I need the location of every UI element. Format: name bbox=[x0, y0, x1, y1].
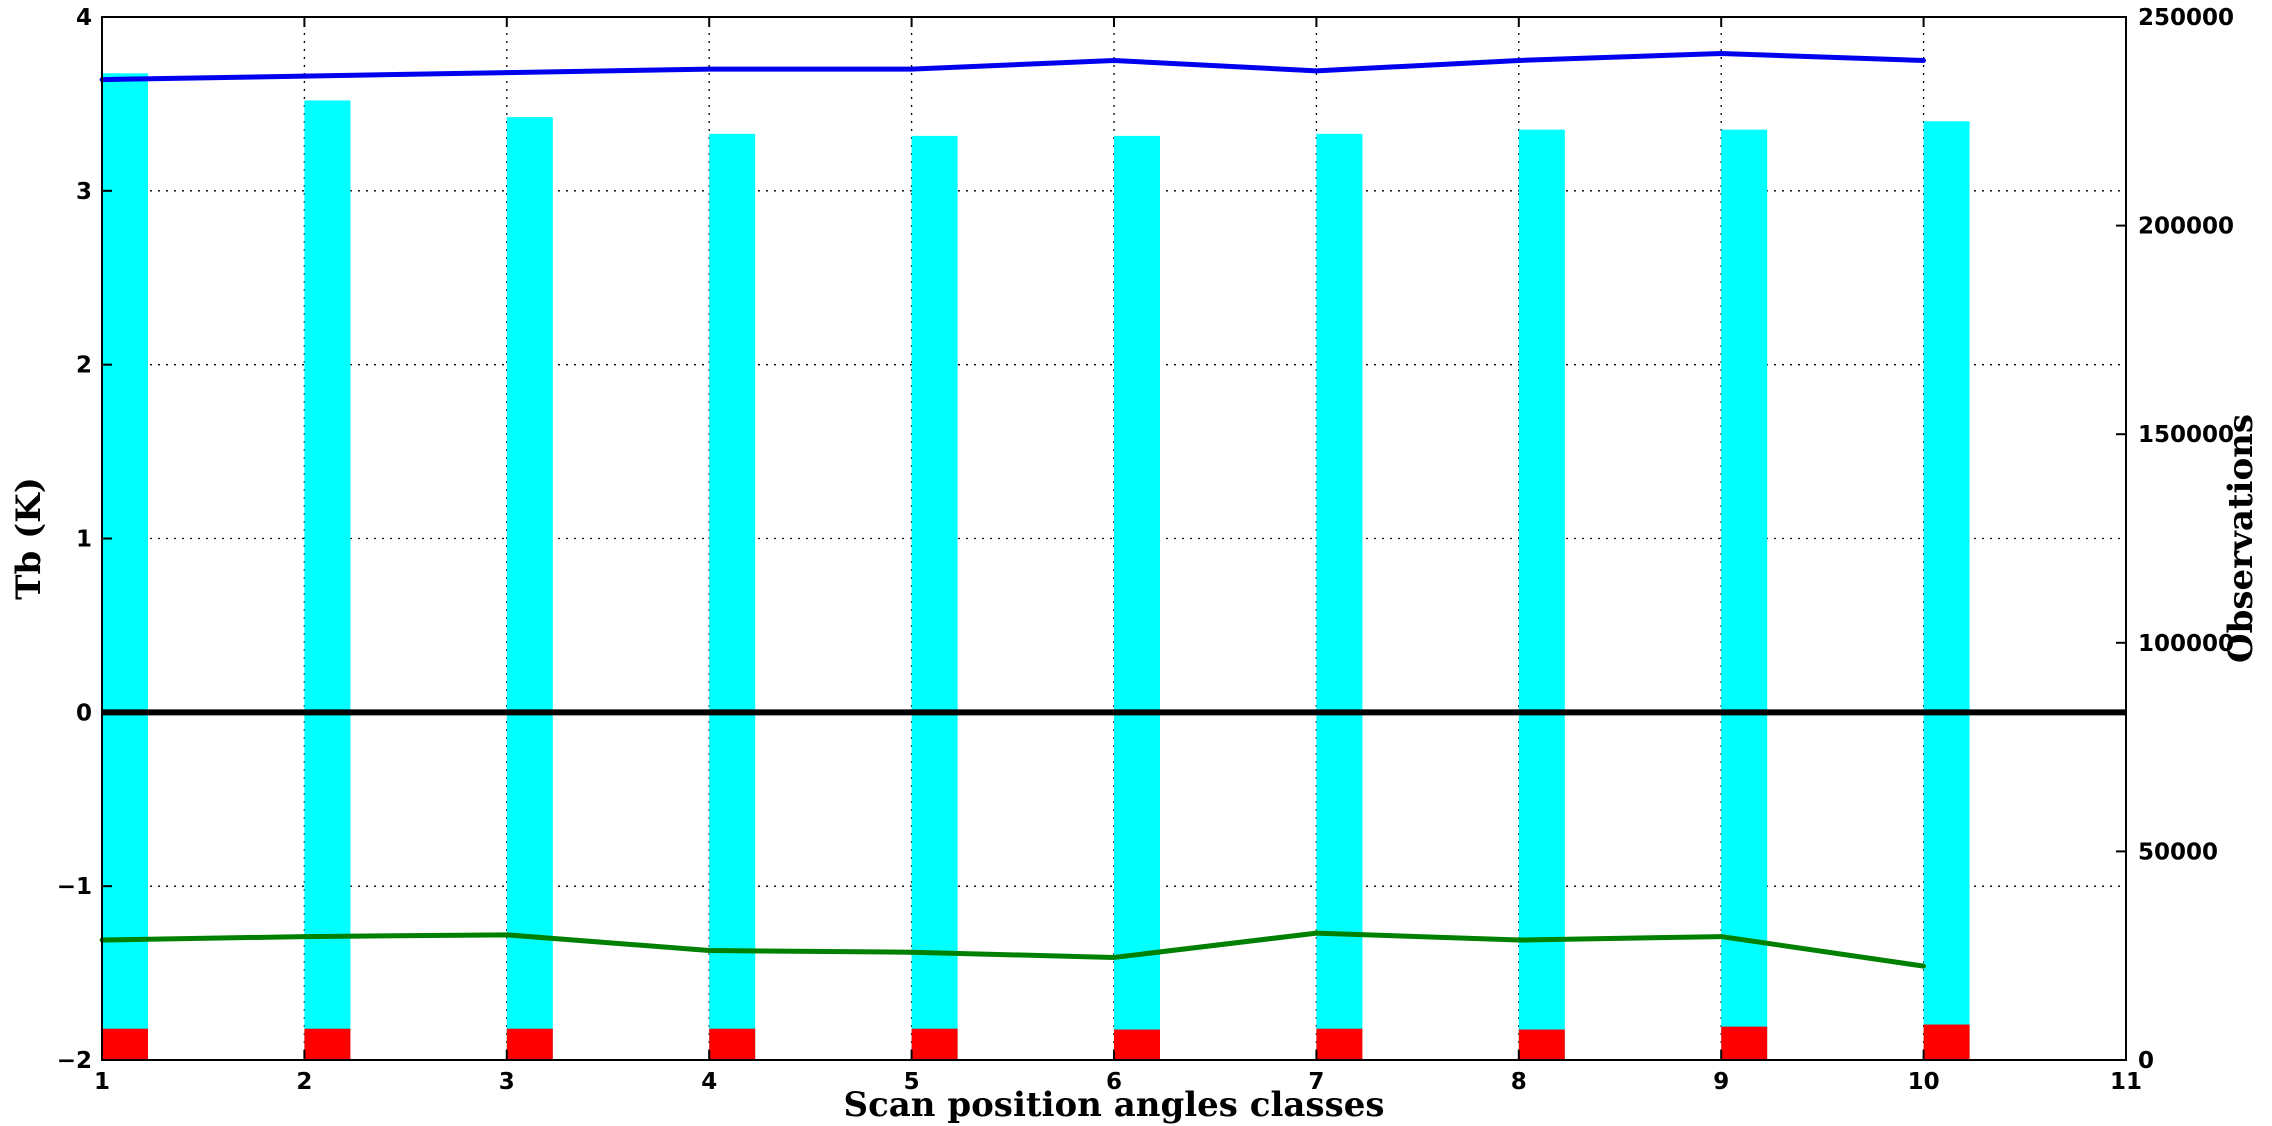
line-point-s2-x5 bbox=[909, 949, 914, 955]
x-tick-label: 4 bbox=[701, 1069, 717, 1095]
x-tick-label: 6 bbox=[1106, 1069, 1122, 1095]
left-y-tick-label: −1 bbox=[57, 874, 92, 900]
right-y-tick-label: 150000 bbox=[2138, 422, 2234, 448]
line-series-2 bbox=[101, 930, 1924, 969]
left-y-tick-label: 1 bbox=[76, 527, 92, 553]
x-tick-label: 1 bbox=[94, 1069, 110, 1095]
line-point-s1-x4 bbox=[706, 66, 712, 72]
line-point-s1-x5 bbox=[909, 66, 914, 72]
line-series bbox=[99, 51, 1926, 969]
line-point-s2-x2 bbox=[302, 934, 307, 939]
left-y-tick-label: −2 bbox=[57, 1048, 92, 1074]
bar-s1-x4 bbox=[709, 133, 756, 1061]
right-y-tick-label: 0 bbox=[2138, 1048, 2154, 1074]
bar-s2-x1 bbox=[102, 1028, 148, 1060]
right-y-tick-label: 50000 bbox=[2138, 839, 2218, 865]
bar-s2-x2 bbox=[304, 1028, 351, 1060]
bar-s1-x9 bbox=[1721, 129, 1768, 1061]
bar-s2-x8 bbox=[1518, 1029, 1565, 1060]
x-tick-label: 10 bbox=[1908, 1069, 1940, 1095]
bar-s2-x3 bbox=[506, 1028, 553, 1060]
right-y-tick-label: 200000 bbox=[2138, 214, 2234, 240]
bar-s1-x2 bbox=[304, 100, 351, 1060]
right-y-axis-title: Observations bbox=[2221, 414, 2261, 663]
line-point-s1-x2 bbox=[302, 73, 307, 79]
line-point-s1-x7 bbox=[1314, 68, 1319, 74]
bar-s2-x9 bbox=[1721, 1026, 1768, 1060]
line-point-s2-x10 bbox=[1921, 963, 1926, 969]
left-y-tick-label: 0 bbox=[76, 700, 92, 726]
right-y-tick-label: 250000 bbox=[2138, 5, 2234, 31]
line-point-s1-x8 bbox=[1516, 58, 1522, 63]
line-point-s2-x7 bbox=[1314, 930, 1319, 936]
bar-s2-x10 bbox=[1923, 1024, 1970, 1060]
bar-s1-x1 bbox=[102, 73, 148, 1060]
bar-series bbox=[102, 73, 1970, 1061]
left-y-tick-label: 4 bbox=[76, 5, 92, 31]
line-point-s2-x3 bbox=[504, 932, 510, 938]
bar-s2-x6 bbox=[1114, 1029, 1160, 1060]
x-tick-label: 5 bbox=[904, 1069, 920, 1095]
x-tick-label: 3 bbox=[499, 1069, 515, 1095]
line-point-s1-x10 bbox=[1921, 58, 1926, 63]
left-y-axis-title: Tb (K) bbox=[9, 477, 49, 600]
right-y-tick-label: 100000 bbox=[2138, 631, 2234, 657]
axis-ticks: 1 2 3 4 5 6 7 8 9 10 11 −2 −1 0 1 2 3 4 0 50000 100000 150000… bbox=[57, 5, 2234, 1095]
x-axis-title: Scan position angles classes bbox=[844, 1085, 1385, 1125]
bar-s1-x6 bbox=[1114, 135, 1160, 1061]
line-point-s2-x9 bbox=[1718, 934, 1724, 939]
x-tick-label: 2 bbox=[296, 1069, 312, 1095]
line-point-s1-x3 bbox=[504, 70, 510, 76]
x-tick-label: 11 bbox=[2110, 1069, 2142, 1095]
bar-s1-x10 bbox=[1923, 121, 1970, 1061]
bar-s2-x7 bbox=[1316, 1028, 1363, 1060]
bar-s1-x8 bbox=[1518, 129, 1565, 1061]
x-tick-label: 9 bbox=[1713, 1069, 1729, 1095]
line-point-s2-x4 bbox=[706, 948, 712, 953]
bar-s1-x3 bbox=[506, 117, 553, 1061]
line-point-s1-x6 bbox=[1111, 58, 1117, 63]
bar-s1-x5 bbox=[911, 135, 958, 1061]
bar-s2-x4 bbox=[709, 1028, 756, 1060]
bar-s1-x7 bbox=[1316, 133, 1363, 1061]
line-point-s2-x8 bbox=[1516, 937, 1522, 943]
line-point-s2-x6 bbox=[1111, 955, 1117, 960]
left-y-tick-label: 3 bbox=[76, 179, 92, 205]
line-point-s1-x9 bbox=[1718, 51, 1724, 56]
bar-s2-x5 bbox=[911, 1028, 958, 1060]
x-tick-label: 8 bbox=[1511, 1069, 1527, 1095]
left-y-tick-label: 2 bbox=[76, 353, 92, 379]
x-tick-label: 7 bbox=[1308, 1069, 1324, 1095]
line-series-1 bbox=[101, 51, 1924, 83]
